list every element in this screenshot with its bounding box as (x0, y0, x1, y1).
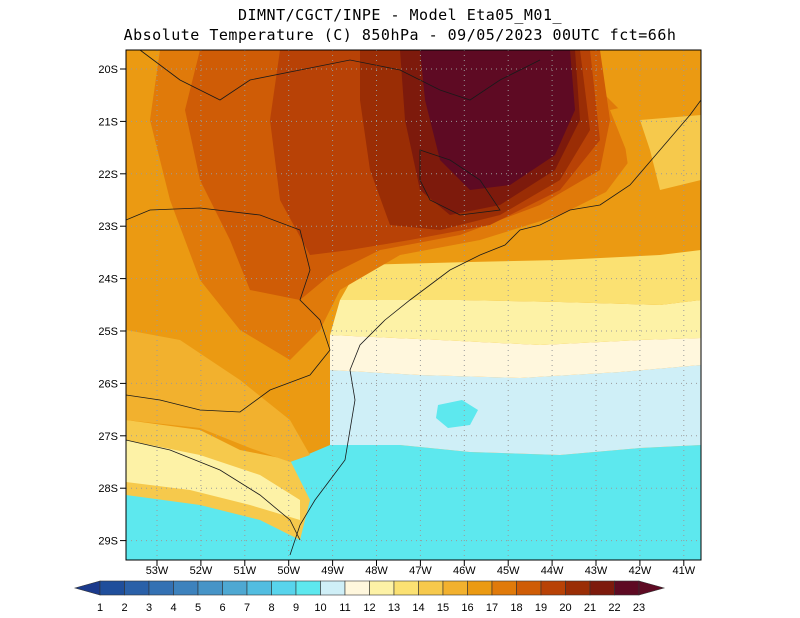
colorbar-high-arrow (638, 580, 666, 596)
colorbar-label: 13 (388, 602, 400, 614)
colorbar-low-arrow (73, 580, 101, 596)
colorbar-segment (418, 580, 444, 596)
colorbar-segment (516, 580, 542, 596)
colorbar-label: 14 (412, 602, 424, 614)
graticule (126, 50, 701, 560)
colorbar-label: 12 (363, 602, 375, 614)
field-11-12 (330, 335, 701, 378)
temperature-fields (126, 50, 701, 560)
coastline (125, 49, 702, 556)
colorbar-segment (565, 580, 591, 596)
colorbar-label: 16 (461, 602, 473, 614)
colorbar-segment (197, 580, 223, 596)
colorbar-segment (393, 580, 419, 596)
lon-label: 45W (497, 565, 520, 577)
colorbar-segment (344, 580, 370, 596)
lon-label: 48W (365, 565, 388, 577)
colorbar-segment (467, 580, 493, 596)
colorbar (73, 580, 666, 596)
colorbar-segment (589, 580, 615, 596)
colorbar-segment (222, 580, 248, 596)
colorbar-segment (148, 580, 174, 596)
colorbar-label: 7 (244, 602, 250, 614)
lat-label: 23S (98, 221, 118, 233)
colorbar-segment (540, 580, 566, 596)
lon-label: 47W (409, 565, 432, 577)
lat-label: 21S (98, 116, 118, 128)
latitude-labels: 20S 21S 22S 23S 24S 25S 26S 27S 28S 29S (98, 64, 126, 548)
lat-label: 24S (98, 274, 118, 286)
colorbar-label: 20 (559, 602, 571, 614)
colorbar-label: 9 (293, 602, 299, 614)
colorbar-segment (173, 580, 199, 596)
lon-label: 44W (541, 565, 564, 577)
colorbar-label: 17 (486, 602, 498, 614)
colorbar-label: 1 (97, 602, 103, 614)
lat-label: 28S (98, 483, 118, 495)
lon-label: 50W (277, 565, 300, 577)
field-15-16-west (126, 330, 310, 462)
colorbar-label: 2 (121, 602, 127, 614)
colorbar-label: 5 (195, 602, 201, 614)
colorbar-labels: 1 2 3 4 5 6 7 8 9 10 11 12 13 14 15 16 17 18 19 20 21 22 23 (97, 602, 645, 614)
lon-label: 41W (672, 565, 695, 577)
colorbar-label: 22 (608, 602, 620, 614)
lon-label: 42W (629, 565, 652, 577)
colorbar-label: 19 (535, 602, 547, 614)
lon-label: 52W (190, 565, 213, 577)
lat-label: 20S (98, 64, 118, 76)
colorbar-segment (614, 580, 640, 596)
longitude-labels: 53W 52W 51W 50W 49W 48W 47W 46W 45W 44W 43W 42W 41W (146, 560, 696, 577)
colorbar-segment (442, 580, 468, 596)
colorbar-segment (320, 580, 346, 596)
field-22-23 (420, 50, 575, 190)
colorbar-label: 23 (633, 602, 645, 614)
lat-label: 26S (98, 378, 118, 390)
colorbar-segment (246, 580, 272, 596)
colorbar-segment (99, 580, 125, 596)
colorbar-segment (491, 580, 517, 596)
colorbar-label: 11 (339, 602, 350, 614)
field-12-13-south (330, 300, 701, 345)
colorbar-label: 10 (314, 602, 326, 614)
lon-label: 46W (453, 565, 476, 577)
colorbar-label: 3 (146, 602, 152, 614)
chart-title: DIMNT/CGCT/INPE - Model Eta05_M01_ (237, 6, 563, 24)
colorbar-label: 4 (170, 602, 176, 614)
lon-label: 51W (233, 565, 256, 577)
colorbar-label: 15 (437, 602, 449, 614)
colorbar-segment (271, 580, 297, 596)
colorbar-label: 18 (510, 602, 522, 614)
colorbar-label: 6 (219, 602, 225, 614)
lat-label: 22S (98, 169, 118, 181)
field-10-11 (330, 365, 701, 455)
lat-label: 25S (98, 326, 118, 338)
colorbar-segment (369, 580, 395, 596)
lat-label: 29S (98, 536, 118, 548)
field-14-15-east (640, 115, 701, 190)
lon-label: 43W (585, 565, 608, 577)
field-13-14 (340, 250, 701, 305)
lon-label: 53W (146, 565, 169, 577)
field-12-13-west (126, 440, 300, 520)
colorbar-segment (295, 580, 321, 596)
field-9-10-patch (436, 400, 478, 428)
colorbar-segment (124, 580, 150, 596)
lon-label: 49W (321, 565, 344, 577)
colorbar-label: 8 (268, 602, 274, 614)
map-frame (125, 49, 702, 561)
chart-subtitle: Absolute Temperature (C) 850hPa - 09/05/… (123, 26, 677, 44)
colorbar-label: 21 (584, 602, 596, 614)
lat-label: 27S (98, 431, 118, 443)
